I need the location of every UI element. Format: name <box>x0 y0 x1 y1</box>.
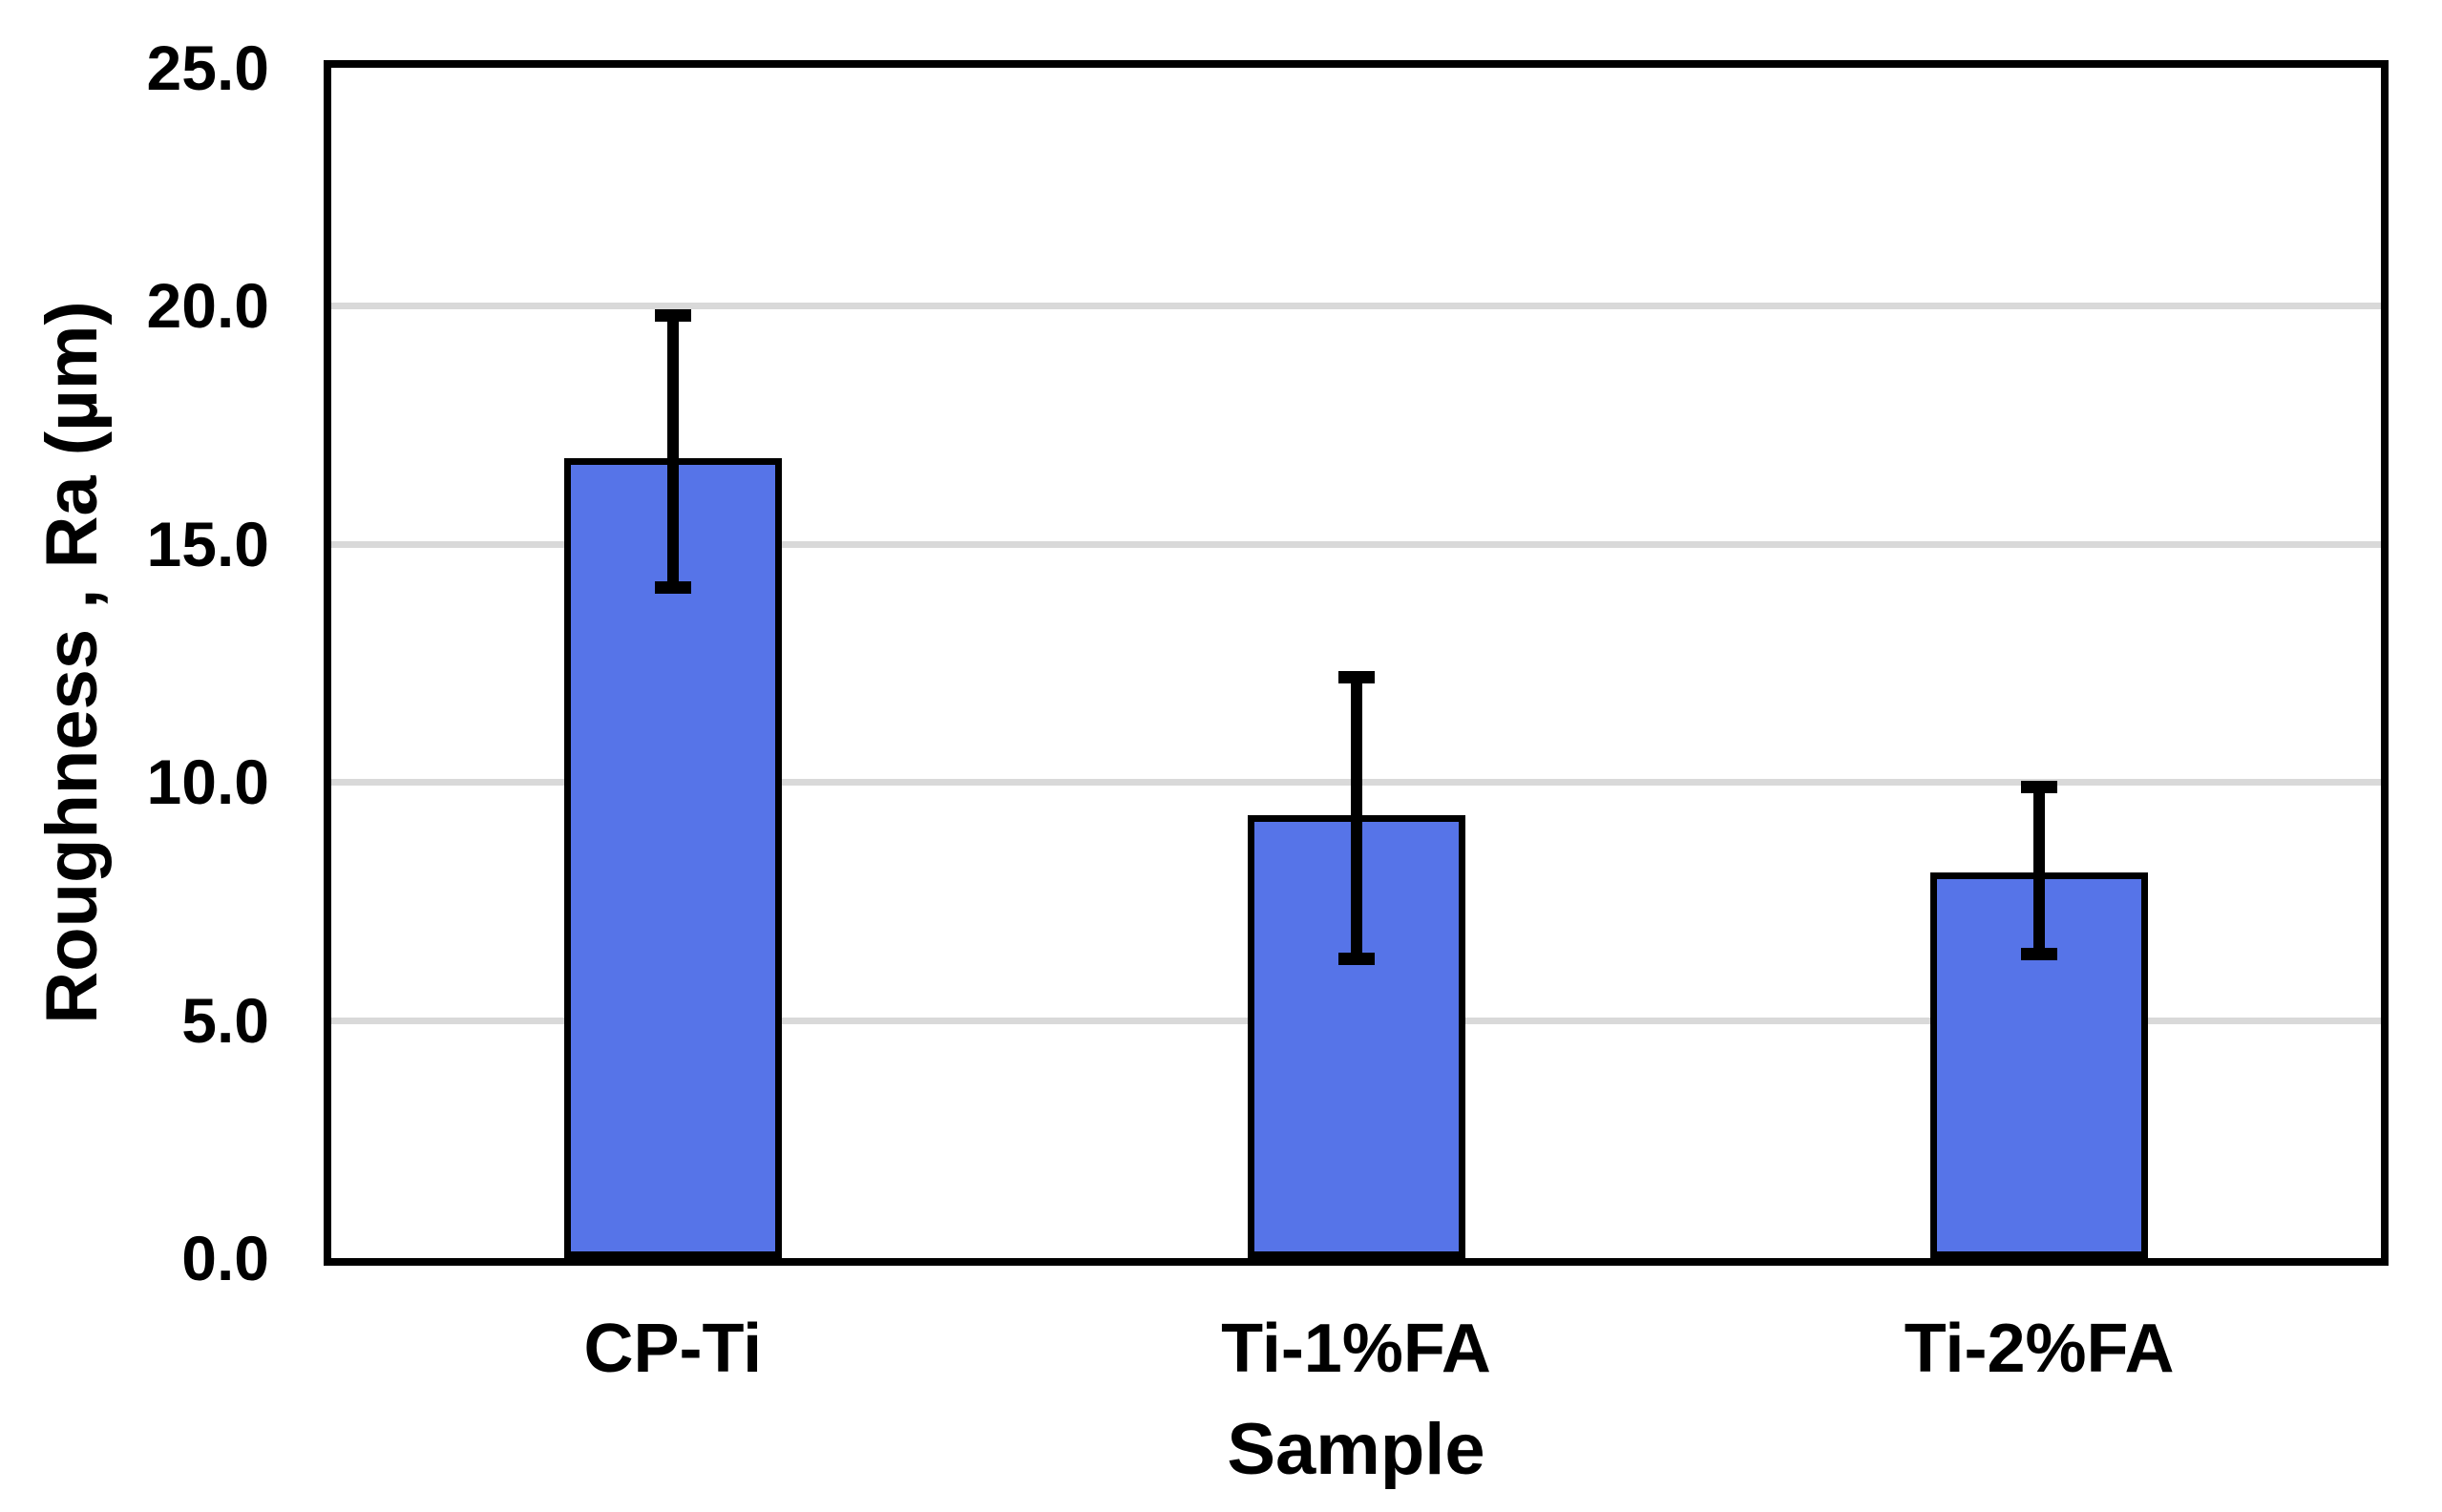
error-bar-cap-bottom-cp-ti <box>654 580 691 594</box>
y-axis-tick-label: 0.0 <box>181 1223 269 1293</box>
y-axis-title: Roughness , Ra (µm) <box>32 301 113 1024</box>
y-axis-tick-label: 25.0 <box>146 32 269 103</box>
error-bar-cap-bottom-ti-2-fa <box>2021 947 2058 960</box>
gridline <box>331 540 2381 548</box>
gridline <box>331 303 2381 310</box>
plot-area <box>324 60 2389 1266</box>
error-bar-cap-top-cp-ti <box>654 309 691 323</box>
x-axis-title: Sample <box>1227 1409 1485 1490</box>
error-bar-cap-top-ti-1-fa <box>1337 671 1375 684</box>
y-axis-tick-label: 15.0 <box>146 508 269 579</box>
y-axis-tick-label: 10.0 <box>146 746 269 818</box>
y-axis-tick-label: 5.0 <box>181 984 269 1056</box>
y-axis-tick-label: 20.0 <box>146 270 269 342</box>
x-axis-tick-label-ti-1-fa: Ti-1%FA <box>1221 1311 1491 1387</box>
x-axis-tick-label-cp-ti: CP-Ti <box>583 1311 763 1387</box>
error-bar-ti-1-fa <box>1350 677 1362 958</box>
error-bar-ti-2-fa <box>2033 787 2046 954</box>
x-axis-tick-label-ti-2-fa: Ti-2%FA <box>1904 1311 2175 1387</box>
error-bar-cap-bottom-ti-1-fa <box>1337 952 1375 965</box>
error-bar-cp-ti <box>666 315 679 587</box>
error-bar-cap-top-ti-2-fa <box>2021 781 2058 794</box>
